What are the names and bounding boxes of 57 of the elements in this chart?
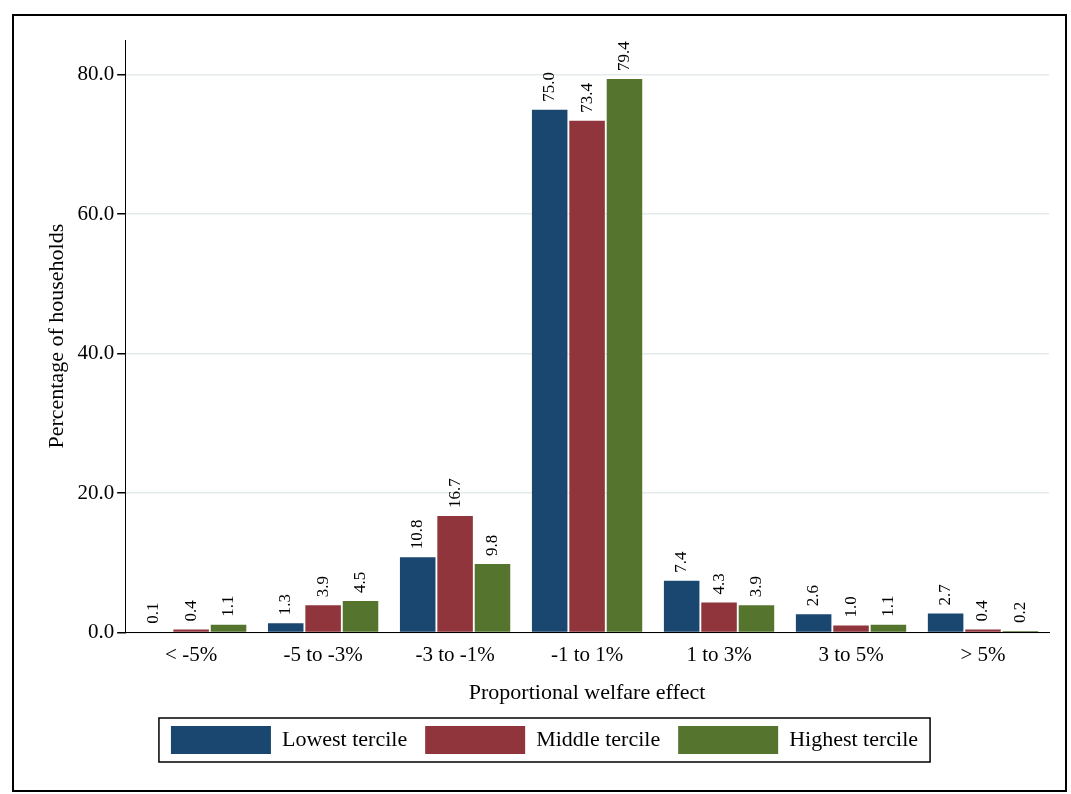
bar <box>795 614 832 632</box>
bar <box>305 605 341 632</box>
data-label: 2.7 <box>935 583 955 606</box>
bar <box>569 120 605 632</box>
data-label: 4.3 <box>708 573 728 595</box>
bar <box>399 557 436 632</box>
x-tick-label: > 5% <box>960 641 1006 666</box>
x-tick-label: < -5% <box>165 641 218 666</box>
x-tick-label: -1 to 1% <box>550 641 624 666</box>
bar <box>267 623 304 632</box>
bar <box>210 624 247 632</box>
data-label: 75.0 <box>539 71 559 102</box>
data-label: 0.4 <box>972 599 992 622</box>
bar <box>870 624 907 632</box>
y-tick-label: 20.0 <box>77 479 115 504</box>
y-tick-label: 60.0 <box>77 200 115 225</box>
x-axis-title: Proportional welfare effect <box>468 678 706 704</box>
bar <box>833 625 869 632</box>
bar <box>965 629 1001 632</box>
y-axis-title: Percentage of households <box>42 223 68 449</box>
bar <box>474 564 511 632</box>
data-label: 0.2 <box>1009 601 1029 624</box>
y-tick-label: 0.0 <box>87 618 115 643</box>
bar <box>738 605 775 632</box>
bar <box>701 602 737 632</box>
legend-label: Lowest tercile <box>281 725 408 751</box>
data-label: 0.1 <box>143 602 163 624</box>
data-label: 1.1 <box>877 595 897 617</box>
data-label: 7.4 <box>671 551 691 573</box>
x-tick-label: -5 to -3% <box>283 641 363 666</box>
data-label: 1.1 <box>218 595 237 617</box>
x-tick-label: -3 to -1% <box>415 641 495 666</box>
bar <box>663 580 700 632</box>
y-tick-label: 40.0 <box>77 340 115 365</box>
bar <box>173 629 209 632</box>
bar <box>606 79 643 632</box>
data-label: 16.7 <box>444 477 464 509</box>
legend-label: Middle tercile <box>536 725 661 751</box>
data-label: 1.0 <box>840 596 860 618</box>
data-label: 4.5 <box>349 571 369 594</box>
bar <box>927 613 964 632</box>
legend-label: Highest tercile <box>789 725 919 751</box>
data-label: 3.9 <box>312 575 332 598</box>
x-tick-label: 3 to 5% <box>818 641 884 666</box>
data-label: 79.4 <box>613 40 633 72</box>
data-label: 9.8 <box>481 534 501 557</box>
data-label: 73.4 <box>576 82 596 113</box>
data-label: 10.8 <box>407 519 427 550</box>
data-label: 0.4 <box>180 599 200 622</box>
bar <box>342 601 379 632</box>
bar <box>437 516 473 632</box>
bar <box>531 109 568 632</box>
x-tick-label: 1 to 3% <box>686 641 752 666</box>
data-label: 2.6 <box>803 585 823 607</box>
data-label: 1.3 <box>275 594 295 616</box>
y-tick-label: 80.0 <box>77 61 115 86</box>
data-label: 3.9 <box>745 575 765 598</box>
